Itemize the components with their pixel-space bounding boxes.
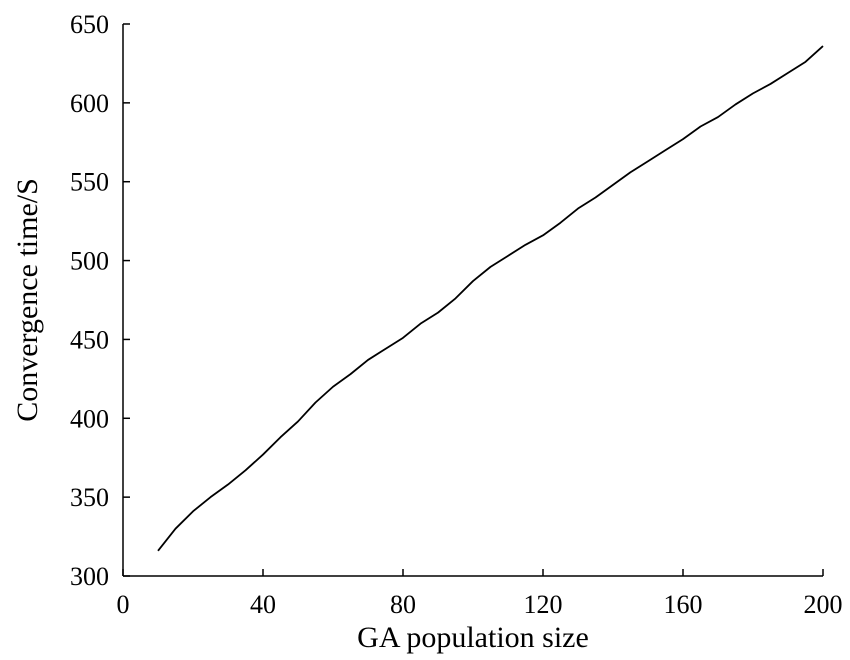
x-axis-ticks: 0 40 80 120 160 200 (117, 569, 843, 619)
x-tick-label: 160 (664, 590, 703, 619)
y-tick-label: 600 (70, 89, 109, 118)
y-axis-ticks: 300 350 400 450 500 550 600 650 (70, 10, 130, 591)
y-tick-label: 650 (70, 10, 109, 39)
x-tick-label: 80 (390, 590, 416, 619)
x-tick-label: 120 (524, 590, 563, 619)
series-line-0 (157, 45, 824, 552)
y-axis-label: Convergence time/S (11, 178, 44, 422)
x-tick-label: 200 (804, 590, 843, 619)
y-tick-label: 500 (70, 247, 109, 276)
series-group (157, 45, 824, 552)
y-tick-label: 300 (70, 562, 109, 591)
y-tick-label: 350 (70, 483, 109, 512)
y-tick-label: 450 (70, 325, 109, 354)
x-axis-label: GA population size (357, 621, 589, 654)
y-tick-label: 550 (70, 168, 109, 197)
axes (122, 24, 823, 577)
x-tick-label: 40 (250, 590, 276, 619)
y-tick-label: 400 (70, 404, 109, 433)
x-tick-label: 0 (117, 590, 130, 619)
